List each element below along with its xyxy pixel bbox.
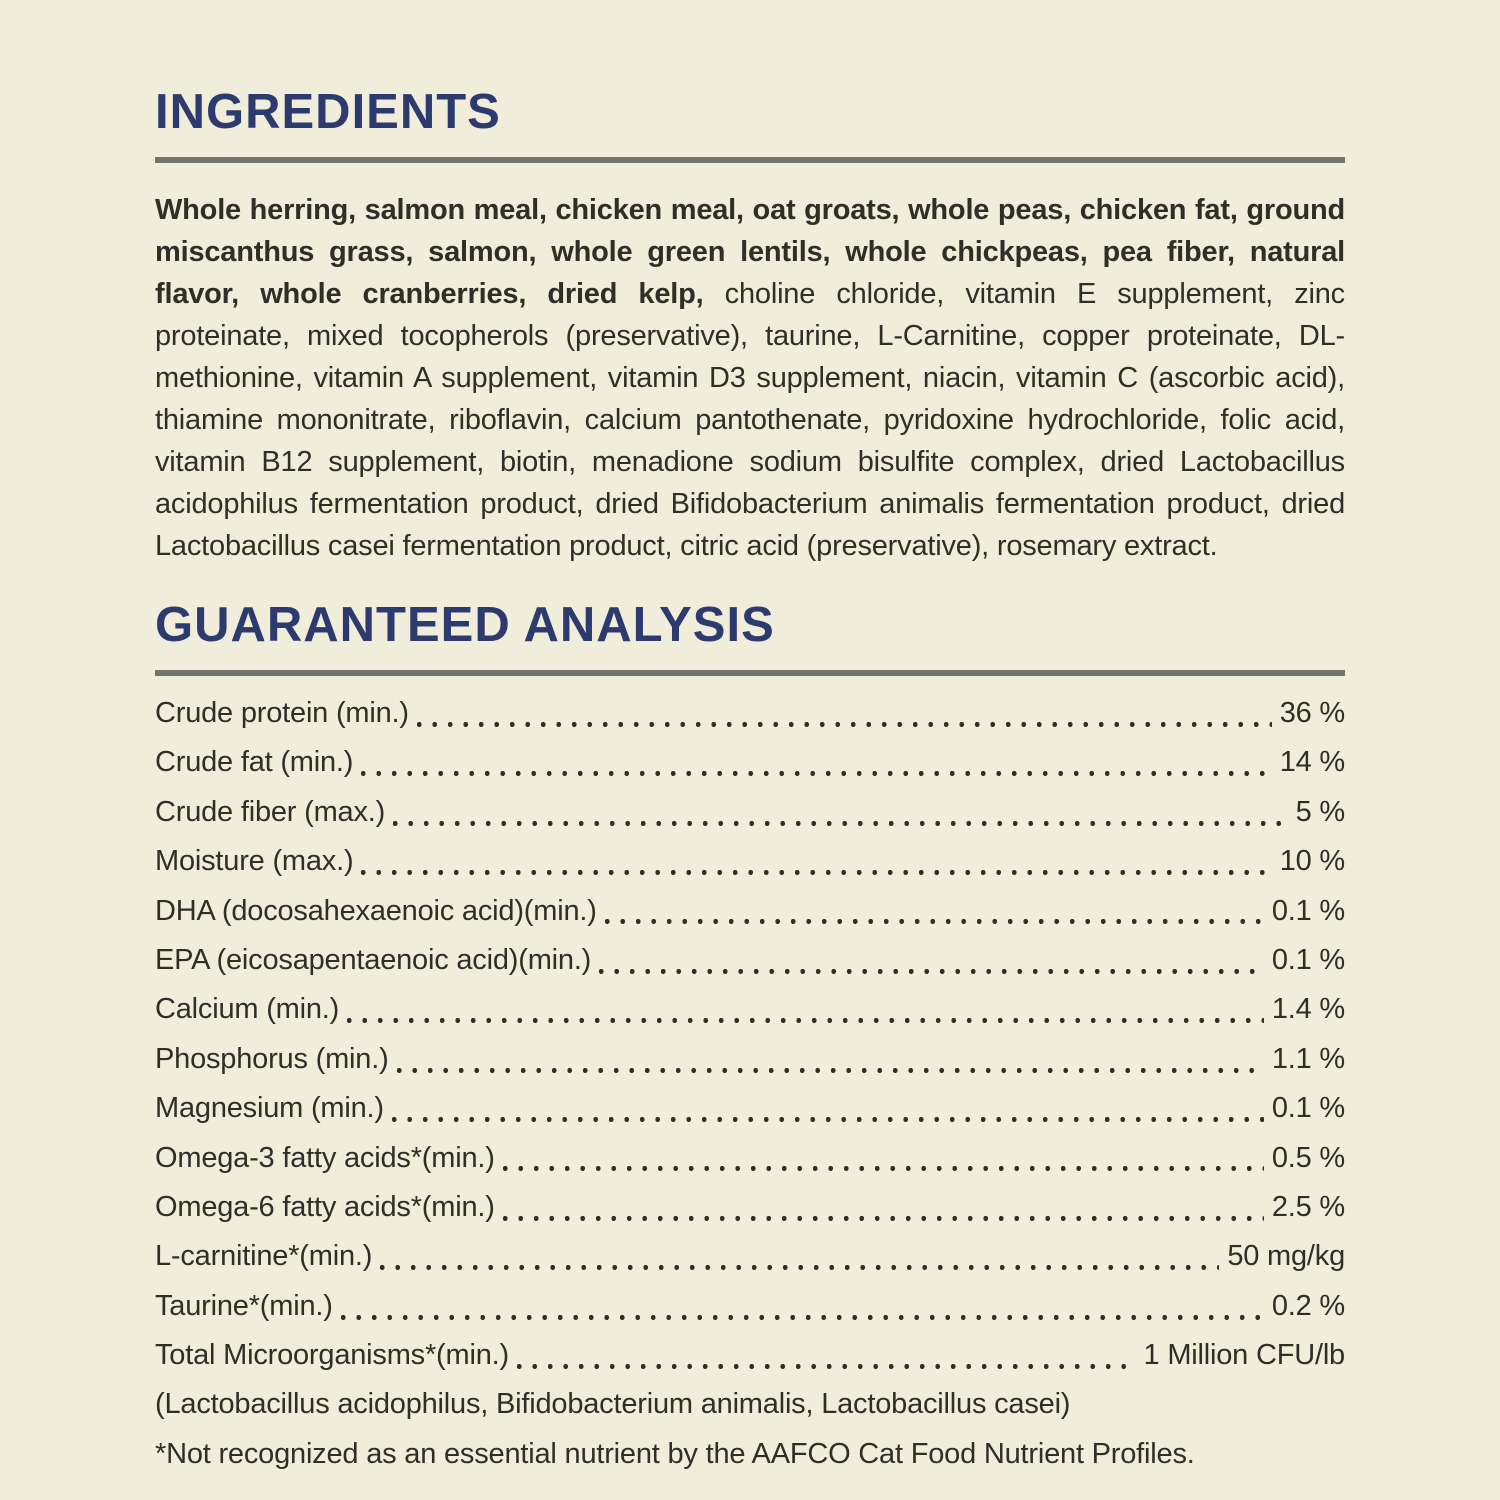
analysis-row: Omega-3 fatty acids*(min.) 0.5 % — [155, 1133, 1345, 1183]
guaranteed-analysis-title: GUARANTEED ANALYSIS — [155, 598, 775, 652]
analysis-row-value: 0.1 % — [1271, 894, 1345, 927]
analysis-row-label: EPA (eicosapentaenoic acid)(min.) — [155, 943, 592, 976]
analysis-row-label: Crude fat (min.) — [155, 746, 354, 779]
dot-leader — [500, 1133, 1264, 1183]
analysis-row-value: 0.1 % — [1271, 943, 1345, 976]
analysis-row-label: Magnesium (min.) — [155, 1092, 384, 1125]
analysis-row: Moisture (max.) 10 % — [155, 837, 1346, 887]
guaranteed-analysis-divider — [155, 670, 1345, 676]
ingredients-title: INGREDIENTS — [155, 85, 501, 139]
dot-leader — [359, 738, 1272, 788]
dot-leader — [338, 1281, 1264, 1332]
analysis-row: Total Microorganisms*(min.) 1 Million CF… — [155, 1331, 1346, 1381]
dot-leader — [378, 1232, 1220, 1282]
ingredients-paragraph: Whole herring, salmon meal, chicken meal… — [155, 189, 1345, 567]
analysis-row-value: 14 % — [1279, 746, 1346, 779]
dot-leader — [394, 1034, 1264, 1085]
analysis-organisms-note: (Lactobacillus acidophilus, Bifidobacter… — [155, 1388, 1071, 1421]
analysis-row-value: 1.1 % — [1271, 1042, 1345, 1075]
analysis-row-value: 0.5 % — [1271, 1141, 1345, 1174]
dot-leader — [602, 886, 1264, 936]
analysis-row-value: 50 mg/kg — [1227, 1240, 1345, 1273]
ingredients-supplement-list: choline chloride, vitamin E supplement, … — [155, 278, 1345, 562]
analysis-row: Taurine*(min.) 0.2 % — [155, 1281, 1345, 1332]
analysis-row: Crude fiber (max.) 5 % — [155, 787, 1346, 838]
dot-leader — [514, 1331, 1136, 1381]
analysis-row: Magnesium (min.) 0.1 % — [155, 1084, 1345, 1134]
analysis-row-value: 36 % — [1279, 697, 1346, 729]
dot-leader — [597, 935, 1264, 986]
dot-leader — [359, 837, 1272, 887]
analysis-row: Calcium (min.) 1.4 % — [155, 985, 1345, 1035]
analysis-row-value: 10 % — [1279, 845, 1346, 878]
analysis-row-value: 0.2 % — [1271, 1289, 1345, 1322]
analysis-row-label: Crude fiber (max.) — [155, 795, 386, 828]
dot-leader — [391, 787, 1288, 838]
analysis-aafco-footnote: *Not recognized as an essential nutrient… — [155, 1437, 1195, 1470]
ingredients-main-list: Whole herring, salmon meal, chicken meal… — [155, 194, 1345, 310]
analysis-row-label: Taurine*(min.) — [155, 1289, 333, 1322]
analysis-row: Phosphorus (min.) 1.1 % — [155, 1034, 1345, 1085]
analysis-row: EPA (eicosapentaenoic acid)(min.) 0.1 % — [155, 935, 1345, 986]
ingredients-divider — [155, 157, 1345, 163]
analysis-row-label: Omega-3 fatty acids*(min.) — [155, 1141, 495, 1174]
dot-leader — [345, 985, 1264, 1035]
analysis-row-label: Omega-6 fatty acids*(min.) — [155, 1190, 495, 1223]
analysis-row-label: Calcium (min.) — [155, 993, 340, 1026]
analysis-row: L-carnitine*(min.) 50 mg/kg — [155, 1232, 1345, 1282]
dot-leader — [389, 1084, 1264, 1134]
analysis-row-label: Total Microorganisms*(min.) — [155, 1339, 509, 1372]
analysis-row-value: 1 Million CFU/lb — [1143, 1339, 1346, 1372]
analysis-row-value: 0.1 % — [1271, 1092, 1345, 1125]
analysis-row: Crude fat (min.) 14 % — [155, 738, 1346, 788]
analysis-row-value: 2.5 % — [1271, 1190, 1345, 1223]
dot-leader — [500, 1182, 1264, 1233]
analysis-row: DHA (docosahexaenoic acid)(min.) 0.1 % — [155, 886, 1345, 936]
dot-leader — [414, 689, 1272, 739]
analysis-row: Crude protein (min.) 36 % — [155, 689, 1346, 739]
analysis-row-label: Crude protein (min.) — [155, 697, 409, 729]
analysis-row-label: Moisture (max.) — [155, 845, 354, 878]
analysis-row-value: 1.4 % — [1271, 993, 1345, 1026]
analysis-row-label: DHA (docosahexaenoic acid)(min.) — [155, 894, 597, 927]
analysis-row: Omega-6 fatty acids*(min.) 2.5 % — [155, 1182, 1345, 1233]
analysis-row-label: L-carnitine*(min.) — [155, 1240, 373, 1273]
analysis-row-value: 5 % — [1295, 795, 1346, 828]
analysis-table: Crude protein (min.) 36 % Crude fat (min… — [155, 689, 1346, 1381]
analysis-row-label: Phosphorus (min.) — [155, 1042, 389, 1075]
